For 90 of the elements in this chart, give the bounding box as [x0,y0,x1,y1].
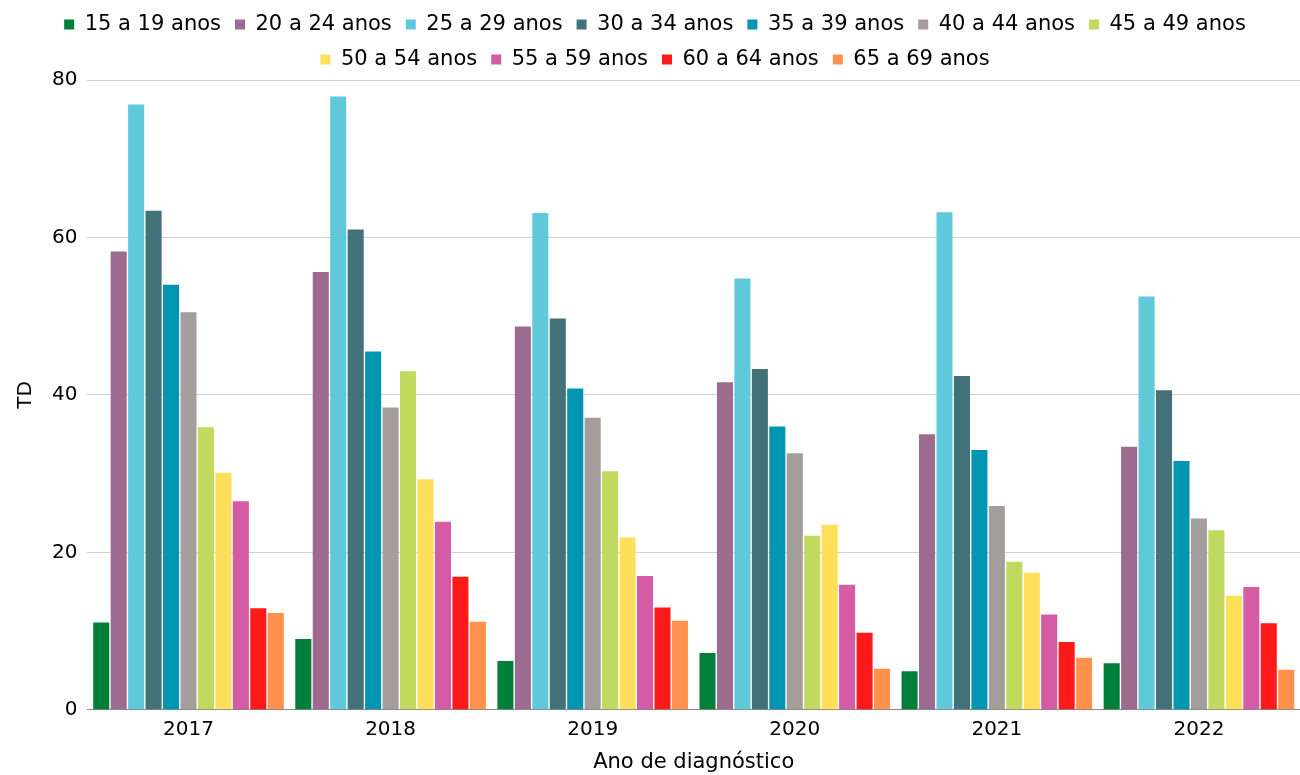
bar [1121,446,1138,710]
bar [232,501,249,710]
bar [549,318,566,710]
bar [856,632,873,710]
x-tick-label: 2022 [1173,716,1225,740]
bar [919,434,936,710]
bar [1156,390,1173,710]
bar [145,210,162,710]
bar [821,524,838,710]
legend-label: 40 a 44 anos [938,10,1076,35]
bar [637,575,654,710]
bar [971,450,988,710]
legend-label: 65 a 69 anos [853,45,990,70]
legend-label: 15 a 19 anos [84,10,221,35]
legend-label: 55 a 59 anos [511,45,649,70]
bar [330,96,347,710]
bar [215,472,232,710]
bar [197,427,214,710]
bar [1260,623,1277,710]
x-tick-label: 2021 [971,716,1023,740]
bar [1041,614,1058,710]
legend-label: 45 a 49 anos [1109,10,1246,35]
bar [1190,518,1207,710]
legend-label: 25 a 29 anos [426,10,563,35]
bar [1225,595,1242,710]
legend-label: 30 a 34 anos [597,10,734,35]
bar [1103,663,1120,710]
bar [567,388,584,710]
bar [400,371,417,710]
y-axis-title: TD [12,381,37,410]
bar [786,453,803,710]
bar [180,312,197,710]
x-tick-label: 2020 [769,716,821,740]
bar [602,471,619,710]
bar [312,272,329,710]
bar [619,537,636,710]
bar [804,535,821,710]
bar [163,284,180,710]
bar [1208,530,1225,710]
bar [532,213,549,710]
bar [1243,586,1260,710]
bar [514,326,531,710]
bar [1278,669,1295,710]
legend-label: 35 a 39 anos [767,10,905,35]
bar [469,621,486,710]
bar [988,505,1005,710]
bar [699,653,716,710]
x-tick-label: 2017 [163,716,214,740]
bar [901,671,918,710]
bar [1023,572,1040,710]
y-tick-label: 20 [52,538,78,563]
x-axis-title: Ano de diagnóstico [593,748,795,773]
bar [936,212,953,710]
bar [452,576,469,710]
bar [497,660,514,710]
bar [716,382,733,710]
bar [1006,561,1023,710]
bar [953,376,970,710]
y-tick-label: 60 [52,223,78,248]
bar [1173,461,1190,710]
bar [751,368,768,710]
bar [1076,657,1093,710]
bar [654,607,671,710]
x-tick-label: 2019 [567,716,619,740]
bar [267,612,284,710]
legend-label: 50 a 54 anos [340,45,478,70]
bar [250,608,267,710]
legend-label: 60 a 64 anos [682,45,819,70]
y-tick-label: 80 [52,66,78,91]
bar [347,229,364,710]
legend-label: 20 a 24 anos [255,10,392,35]
x-tick-label: 2018 [365,716,417,740]
bar [110,251,127,710]
bar [584,417,601,710]
bar [295,638,312,710]
bar [93,622,110,710]
bar [382,407,399,710]
y-tick-label: 40 [52,381,78,406]
bar [417,479,434,710]
bar [874,668,891,710]
bar [671,620,688,710]
y-tick-label: 0 [64,696,78,720]
bar [769,426,786,710]
bar [434,521,451,710]
bar [734,278,751,710]
bar [365,351,382,710]
bar [1138,296,1155,710]
bar [1058,642,1075,710]
bar [128,104,145,710]
bar [839,584,856,710]
